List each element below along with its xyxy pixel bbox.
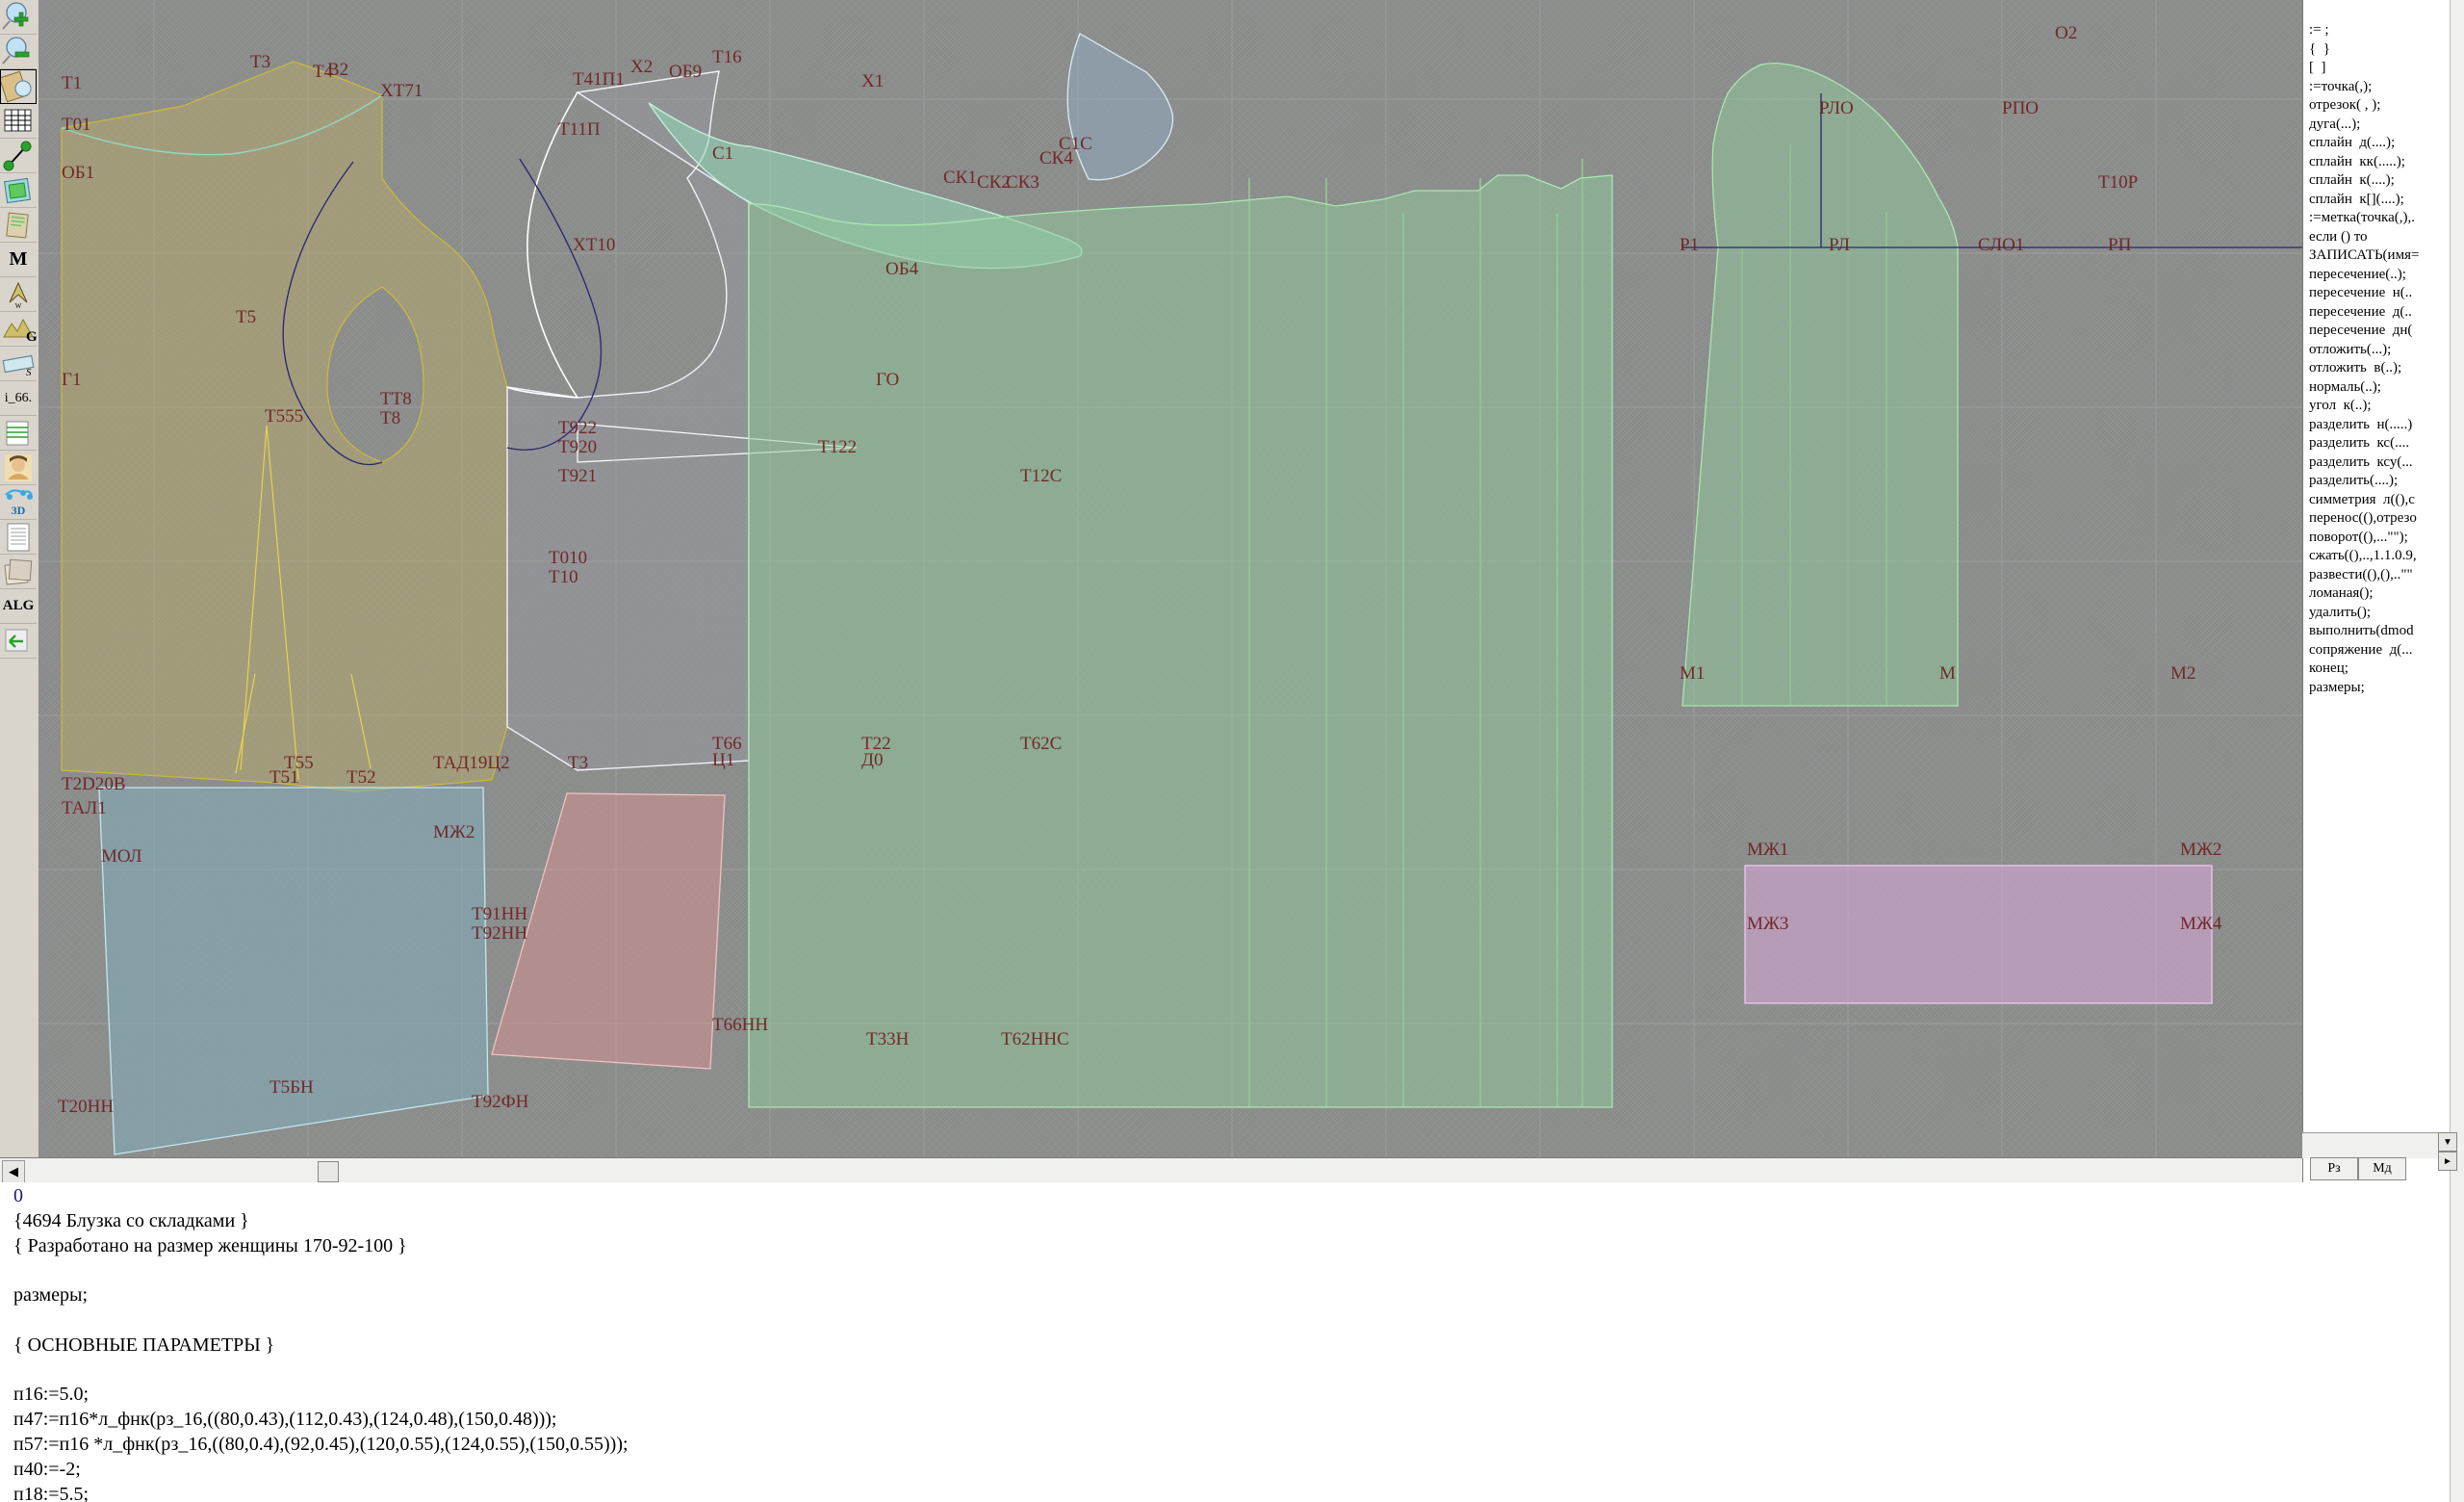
svg-text:Т010: Т010 bbox=[549, 548, 587, 568]
svg-text:РЛО: РЛО bbox=[1819, 98, 1854, 118]
svg-text:Т11П: Т11П bbox=[558, 119, 601, 140]
svg-text:Т922: Т922 bbox=[558, 418, 597, 438]
svg-text:Т555: Т555 bbox=[265, 406, 303, 427]
svg-text:ТАЛ1: ТАЛ1 bbox=[62, 798, 107, 818]
svg-text:Т52: Т52 bbox=[346, 767, 376, 788]
svg-text:Т01: Т01 bbox=[62, 115, 91, 135]
svg-text:М1: М1 bbox=[1680, 663, 1705, 684]
svg-text:ГО: ГО bbox=[876, 370, 899, 390]
svg-text:ТАД19Ц2: ТАД19Ц2 bbox=[433, 753, 510, 773]
svg-text:СЛО1: СЛО1 bbox=[1978, 235, 2024, 255]
svg-text:Т41П1: Т41П1 bbox=[573, 69, 625, 90]
svg-text:Т92ФН: Т92ФН bbox=[472, 1092, 529, 1112]
svg-text:М: М bbox=[1939, 663, 1956, 684]
svg-text:РПО: РПО bbox=[2002, 98, 2039, 118]
svg-text:С1С: С1С bbox=[1059, 134, 1092, 154]
svg-text:Т5БН: Т5БН bbox=[270, 1077, 314, 1098]
svg-text:ОБ9: ОБ9 bbox=[669, 62, 702, 82]
svg-text:Т1: Т1 bbox=[62, 73, 82, 93]
svg-text:Ц1: Ц1 bbox=[712, 750, 734, 770]
svg-text:Т8: Т8 bbox=[380, 408, 400, 428]
svg-text:ХТ10: ХТ10 bbox=[573, 235, 615, 255]
svg-text:М2: М2 bbox=[2170, 663, 2195, 684]
svg-text:Т51: Т51 bbox=[270, 767, 299, 788]
svg-text:ХТ71: ХТ71 bbox=[380, 81, 423, 101]
svg-text:Т62ННС: Т62ННС bbox=[1001, 1029, 1069, 1049]
svg-text:W: W bbox=[15, 302, 22, 310]
svg-text:О2: О2 bbox=[2055, 23, 2077, 43]
svg-text:Т92НН: Т92НН bbox=[472, 923, 527, 944]
svg-text:Т12С: Т12С bbox=[1020, 466, 1062, 486]
svg-text:Т10Р: Т10Р bbox=[2098, 172, 2138, 193]
svg-text:МЖ3: МЖ3 bbox=[1747, 914, 1788, 934]
svg-text:В2: В2 bbox=[327, 60, 348, 80]
svg-text:Т16: Т16 bbox=[712, 47, 742, 67]
svg-text:Т3: Т3 bbox=[568, 753, 588, 773]
svg-text:Т3: Т3 bbox=[250, 52, 270, 72]
svg-text:С1: С1 bbox=[712, 143, 733, 164]
svg-text:ОБ4: ОБ4 bbox=[886, 259, 919, 279]
svg-text:МЖ2: МЖ2 bbox=[2180, 840, 2221, 860]
svg-text:МЖ2: МЖ2 bbox=[433, 822, 475, 842]
svg-text:СК1: СК1 bbox=[943, 168, 977, 188]
svg-text:S: S bbox=[26, 367, 32, 378]
svg-text:Т33Н: Т33Н bbox=[866, 1029, 910, 1049]
svg-text:Р1: Р1 bbox=[1680, 235, 1699, 255]
svg-text:МЖ1: МЖ1 bbox=[1747, 840, 1788, 860]
svg-text:Т5: Т5 bbox=[236, 307, 256, 327]
svg-text:Т66НН: Т66НН bbox=[712, 1015, 768, 1035]
svg-text:Т91НН: Т91НН bbox=[472, 904, 527, 924]
svg-text:Т920: Т920 bbox=[558, 437, 597, 457]
svg-text:Г1: Г1 bbox=[62, 370, 81, 390]
svg-text:РП: РП bbox=[2108, 235, 2132, 255]
svg-text:ОБ1: ОБ1 bbox=[62, 163, 94, 183]
svg-text:Х1: Х1 bbox=[861, 71, 884, 91]
svg-text:Т20НН: Т20НН bbox=[58, 1097, 114, 1117]
svg-text:Т2D20В: Т2D20В bbox=[62, 774, 126, 794]
svg-text:G: G bbox=[26, 329, 37, 345]
svg-text:Т10: Т10 bbox=[549, 567, 578, 587]
svg-text:Х2: Х2 bbox=[630, 57, 653, 77]
svg-text:МОЛ: МОЛ bbox=[101, 846, 142, 867]
svg-text:Т921: Т921 bbox=[558, 466, 597, 486]
svg-text:Д0: Д0 bbox=[861, 750, 883, 770]
svg-text:3D: 3D bbox=[12, 504, 26, 517]
svg-text:МЖ4: МЖ4 bbox=[2180, 914, 2222, 934]
svg-text:ТТ8: ТТ8 bbox=[380, 389, 412, 409]
svg-text:СК3: СК3 bbox=[1006, 172, 1040, 193]
svg-text:Т122: Т122 bbox=[818, 437, 857, 457]
svg-text:Т62С: Т62С bbox=[1020, 734, 1062, 754]
svg-text:РЛ: РЛ bbox=[1829, 235, 1850, 255]
